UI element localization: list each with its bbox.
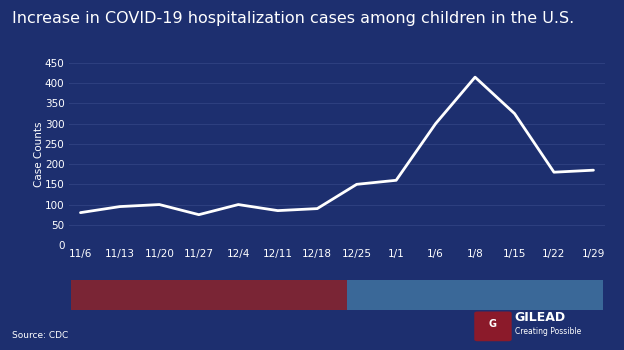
Text: GILEAD: GILEAD [515,311,566,324]
Text: Increase in COVID-19 hospitalization cases among children in the U.S.: Increase in COVID-19 hospitalization cas… [12,10,575,26]
Text: 2022: 2022 [456,288,494,302]
Text: G: G [489,319,497,329]
Text: Source: CDC: Source: CDC [12,330,69,340]
Text: Creating Possible: Creating Possible [515,327,581,336]
Text: 2021: 2021 [189,288,228,302]
Y-axis label: Case Counts: Case Counts [34,121,44,187]
